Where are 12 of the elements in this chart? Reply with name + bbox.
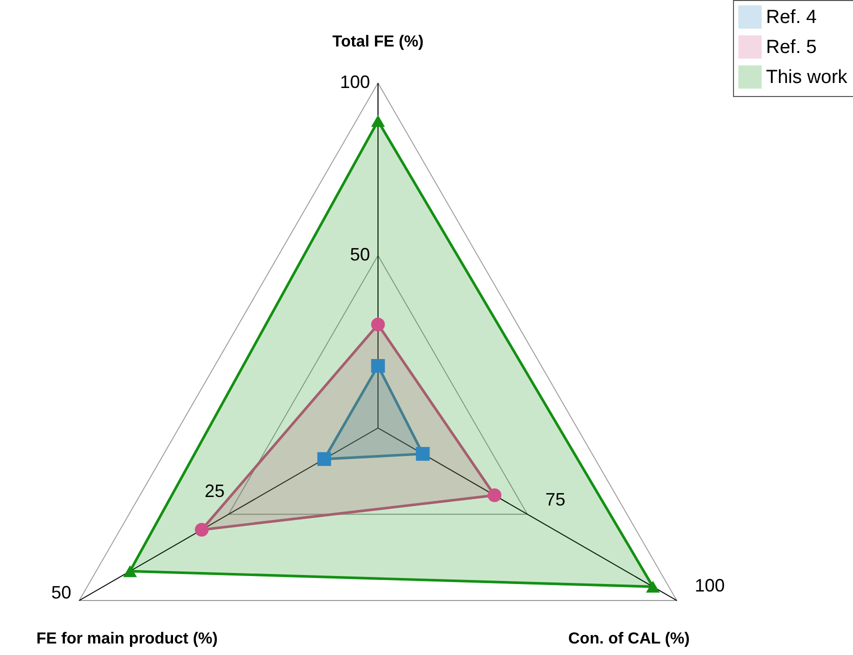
text: 100	[340, 72, 370, 92]
text: 75	[545, 489, 566, 510]
text: 25	[204, 480, 225, 501]
legend-label: Ref. 4	[766, 7, 818, 28]
text: 100	[694, 576, 725, 596]
text: 50	[51, 582, 72, 603]
spoke-label: FE for main product (%)	[36, 630, 218, 648]
legend-label: Ref. 5	[766, 37, 817, 58]
text: 50	[350, 244, 370, 264]
spoke-label: Con. of CAL (%)	[568, 630, 690, 648]
legend-label: This work	[766, 67, 848, 88]
spoke-label: Total FE (%)	[332, 34, 424, 51]
